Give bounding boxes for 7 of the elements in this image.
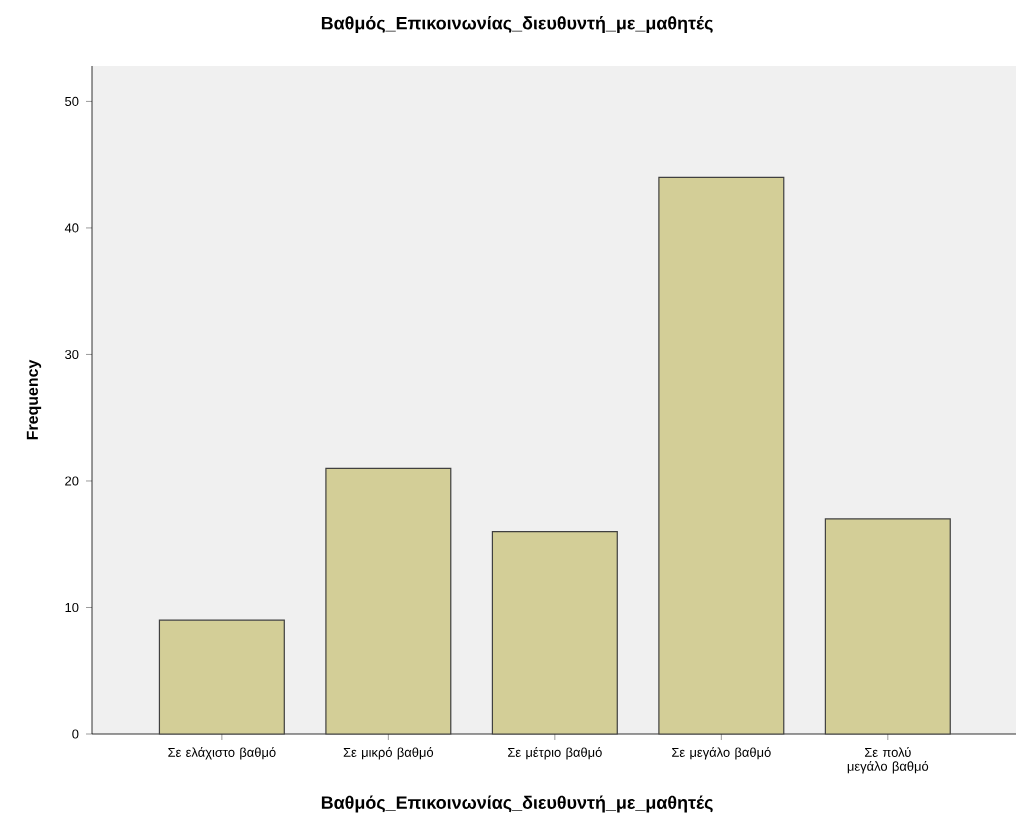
bar [491,530,618,735]
bar [824,518,951,735]
bar [658,176,785,735]
bar [158,619,285,735]
chart-title: Βαθμός_Επικοινωνίας_διευθυντή_με_μαθητές [321,16,713,33]
x-axis-title: Βαθμός_Επικοινωνίας_διευθυντή_με_μαθητές [321,795,713,813]
bar [325,467,452,735]
